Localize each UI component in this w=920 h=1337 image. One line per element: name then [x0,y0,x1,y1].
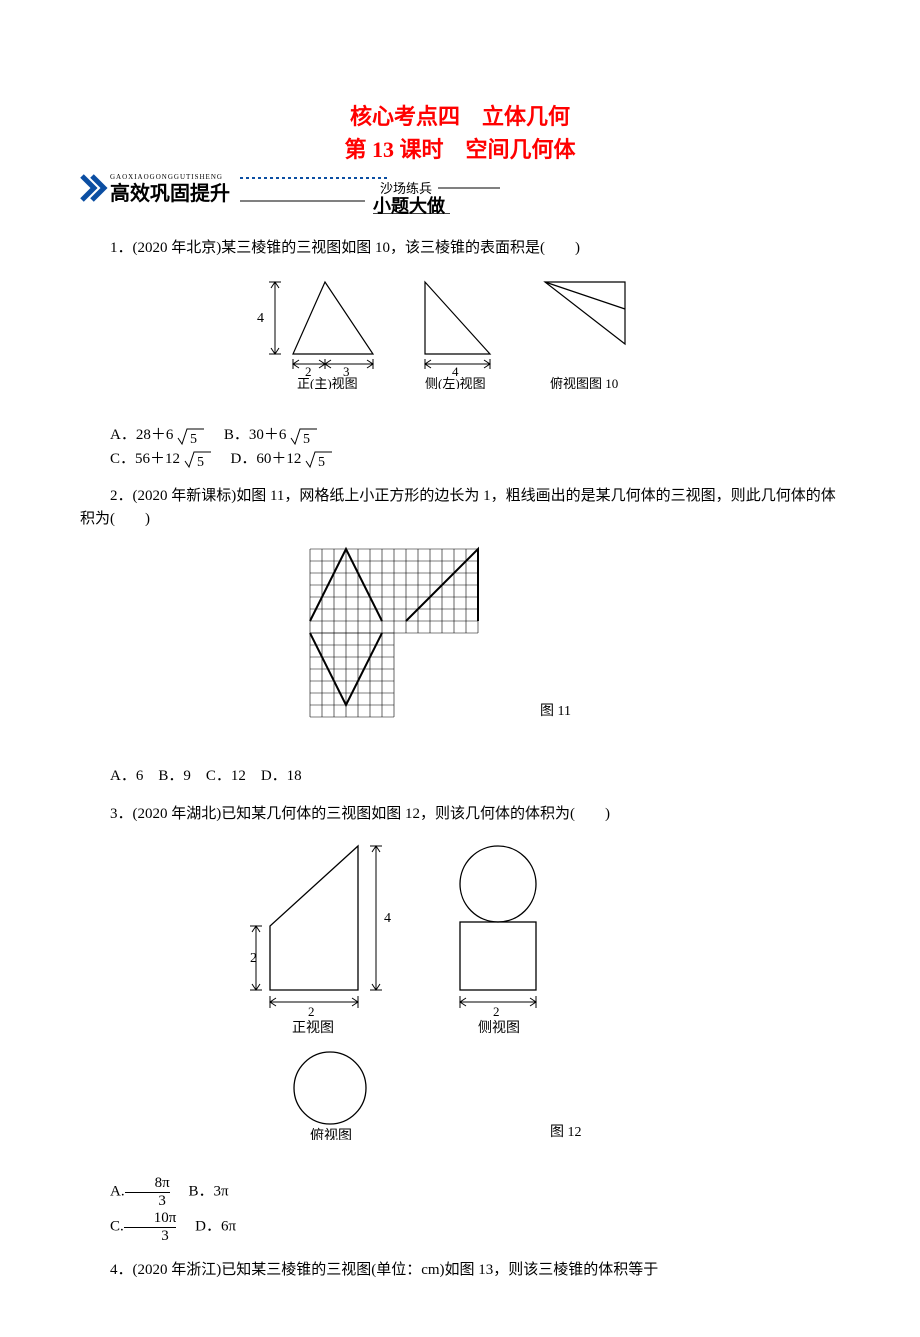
svg-text:图 12: 图 12 [550,1125,582,1140]
banner-svg: GAOXIAOGONGGUTISHENG 高效巩固提升 沙场练兵 小题大做 [80,170,540,214]
svg-text:侧视图: 侧视图 [478,1020,520,1036]
sqrt-icon: 5 [184,449,212,469]
svg-text:2: 2 [250,951,257,966]
svg-text:4: 4 [384,911,391,926]
svg-text:2: 2 [308,1004,315,1019]
sqrt-icon: 5 [290,426,318,446]
title-main: 核心考点四 立体几何 [80,100,840,133]
q2-text: 2．(2020 年新课标)如图 11，网格纸上小正方形的边长为 1，粗线画出的是… [80,485,840,530]
sqrt-icon: 5 [177,426,205,446]
banner-right-top: 沙场练兵 [380,181,432,196]
q1-choices-ab: A．28＋6 5 B．30＋6 5 [80,424,840,447]
svg-text:5: 5 [197,455,204,469]
svg-text:俯视图图 10: 俯视图图 10 [550,376,618,389]
q1-choices-cd: C．56＋12 5 D．60＋12 5 [80,448,840,471]
q4-text: 4．(2020 年浙江)已知某三棱锥的三视图(单位：cm)如图 13，则该三棱锥… [80,1259,840,1282]
q3-choices-cd: C.10π3 D．6π [80,1210,840,1244]
svg-text:5: 5 [303,432,310,446]
banner-left-text: 高效巩固提升 [110,181,230,205]
svg-text:5: 5 [318,455,325,469]
q3-svg: 4 2 2 正视图 [250,840,670,1140]
q2-svg: 图 11 [290,545,630,730]
banner: GAOXIAOGONGGUTISHENG 高效巩固提升 沙场练兵 小题大做 [80,170,840,222]
svg-text:正(主)视图: 正(主)视图 [297,376,358,389]
svg-text:图 11: 图 11 [540,704,571,719]
q3-text: 3．(2020 年湖北)已知某几何体的三视图如图 12，则该几何体的体积为( ) [80,803,840,826]
banner-pinyin: GAOXIAOGONGGUTISHENG [110,173,223,181]
q3-figure: 4 2 2 正视图 [80,840,840,1148]
svg-text:侧(左)视图: 侧(左)视图 [425,376,486,389]
svg-text:5: 5 [190,432,197,446]
svg-text:2: 2 [493,1004,500,1019]
svg-text:俯视图: 俯视图 [310,1128,352,1140]
page: 核心考点四 立体几何 第 13 课时 空间几何体 GAOXIAOGONGGUTI… [0,0,920,1337]
svg-text:正视图: 正视图 [292,1020,334,1036]
q1-text: 1．(2020 年北京)某三棱锥的三视图如图 10，该三棱锥的表面积是( ) [80,237,840,260]
q3-choices-ab: A.8π3 B．3π [80,1175,840,1209]
q2-figure: 图 11 [80,545,840,738]
q1-svg: 4 2 3 正(主)视图 [245,274,675,389]
q1-figure: 4 2 3 正(主)视图 [80,274,840,397]
title-sub: 第 13 课时 空间几何体 [80,133,840,166]
svg-text:4: 4 [257,311,264,326]
banner-right-bottom: 小题大做 [373,195,446,214]
q2-choices: A．6 B．9 C．12 D．18 [80,765,840,788]
sqrt-icon: 5 [305,449,333,469]
